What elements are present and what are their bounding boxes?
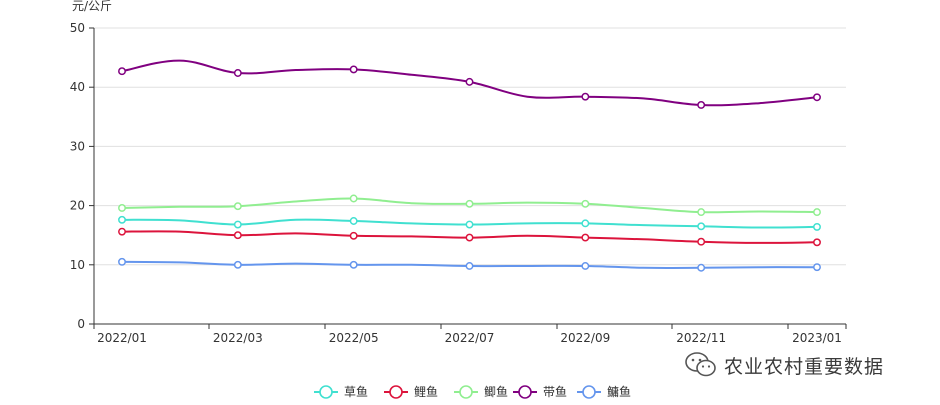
series-1	[118, 227, 821, 247]
series-4	[118, 257, 821, 272]
legend-item: 带鱼	[513, 385, 567, 399]
series-3	[118, 59, 821, 109]
legend-label: 鲫鱼	[484, 385, 508, 399]
legend-label: 带鱼	[543, 385, 567, 399]
data-point	[697, 263, 706, 272]
x-tick-label: 2022/07	[445, 331, 495, 345]
data-point	[581, 92, 590, 101]
legend-marker	[389, 385, 403, 399]
data-point	[349, 194, 358, 203]
data-point	[233, 220, 242, 229]
series-0	[118, 215, 821, 231]
data-point	[697, 222, 706, 231]
data-point	[813, 208, 821, 217]
y-tick-label: 50	[70, 21, 85, 35]
legend-item: 鲤鱼	[384, 385, 438, 399]
series-2	[118, 194, 821, 217]
x-tick-label: 2023/01	[792, 331, 842, 345]
axes: 0 10 20 30 40 50 2022/01 2022/03 2022/05 2022/07 2…	[70, 21, 847, 345]
data-point	[233, 260, 242, 269]
data-point	[465, 199, 474, 208]
data-point	[233, 231, 242, 240]
legend-label: 草鱼	[344, 385, 368, 399]
y-tick-label: 10	[70, 258, 85, 272]
legend-label: 鲤鱼	[414, 385, 438, 399]
legend-item: 鲫鱼	[454, 385, 508, 399]
series-layer	[118, 59, 821, 272]
wechat-icon	[685, 352, 716, 377]
grid-lines	[94, 27, 846, 266]
watermark-text: 农业农村重要数据	[724, 355, 885, 378]
y-axis-unit-label: 元/公斤	[72, 0, 112, 13]
legend-label: 鳙鱼	[607, 384, 631, 399]
data-point	[697, 101, 706, 109]
data-point	[233, 202, 242, 211]
legend-marker	[319, 385, 333, 399]
x-tick-label: 2022/03	[213, 331, 263, 345]
data-point	[697, 208, 706, 217]
data-point	[697, 237, 706, 246]
x-tick-label: 2022/09	[560, 331, 610, 345]
data-point	[465, 220, 474, 229]
x-tick-label: 2022/11	[676, 331, 726, 345]
legend-marker	[582, 385, 596, 399]
data-point	[118, 257, 126, 266]
y-tick-label: 0	[77, 317, 85, 331]
legend: 草鱼 鲤鱼 鲫鱼 带鱼 鳙鱼	[314, 384, 631, 399]
data-point	[118, 227, 126, 236]
y-tick-label: 20	[70, 199, 85, 213]
data-point	[813, 222, 821, 231]
data-point	[349, 231, 358, 240]
data-point	[813, 238, 821, 247]
data-point	[581, 262, 590, 270]
x-tick-label: 2022/01	[97, 331, 147, 345]
data-point	[581, 219, 590, 228]
data-point	[118, 204, 126, 212]
data-point	[118, 215, 126, 224]
legend-marker	[518, 385, 532, 399]
data-point	[233, 69, 242, 77]
legend-item: 鳙鱼	[577, 384, 631, 399]
data-point	[581, 199, 590, 208]
watermark: 农业农村重要数据	[684, 350, 884, 380]
legend-marker	[459, 385, 473, 399]
y-tick-label: 30	[70, 139, 85, 153]
data-point	[349, 65, 358, 74]
data-point	[813, 263, 821, 272]
data-point	[465, 262, 474, 270]
data-point	[581, 233, 590, 242]
data-point	[349, 260, 358, 269]
data-point	[465, 77, 474, 86]
legend-item: 草鱼	[314, 385, 368, 399]
data-point	[118, 67, 126, 76]
data-point	[465, 233, 474, 242]
x-tick-label: 2022/05	[329, 331, 379, 345]
data-point	[813, 93, 821, 102]
y-tick-label: 40	[70, 80, 85, 94]
data-point	[349, 217, 358, 225]
